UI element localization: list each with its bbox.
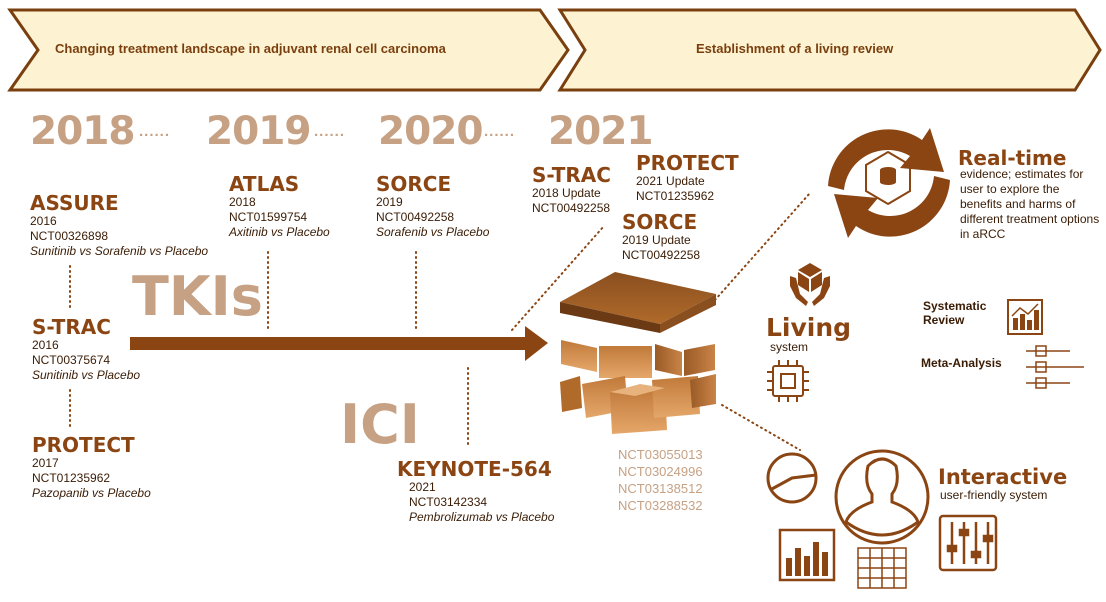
user-avatar-icon: [834, 449, 930, 545]
interactive-title: Interactive: [938, 465, 1068, 489]
year-2018: 2018: [30, 109, 136, 154]
nct-item: NCT03024996: [618, 464, 703, 479]
trial-nct: NCT01599754: [229, 210, 308, 224]
trial-nct: NCT00492258: [622, 248, 701, 262]
evidence-cube-icon: [560, 272, 716, 434]
living-chip-icon: [767, 360, 809, 402]
trial-nct: NCT01235962: [32, 471, 111, 485]
trial-strac-2016: S-TRAC 2016 NCT00375674 Sunitinib vs Pla…: [32, 316, 140, 383]
trial-name: PROTECT: [32, 433, 135, 457]
living-sub: system: [770, 340, 809, 354]
nct-item: NCT03288532: [618, 498, 703, 513]
meta-analysis-icon: [1026, 345, 1084, 389]
year-2019: 2019: [206, 109, 312, 154]
right-banner-chevron: [557, 8, 1102, 92]
trial-nct: NCT01235962: [636, 189, 715, 203]
trial-nct: NCT00375674: [32, 353, 111, 367]
trial-year: 2016: [30, 214, 57, 228]
trial-name: S-TRAC: [32, 315, 111, 339]
left-banner-chevron: [7, 8, 570, 92]
trial-arms: Axitinib vs Placebo: [229, 225, 330, 239]
trial-arms: Sunitinib vs Sorafenib vs Placebo: [30, 244, 209, 258]
trial-year: 2018: [229, 195, 256, 209]
trial-sorce-2019-update: SORCE 2019 Update NCT00492258: [622, 211, 700, 263]
bar-chart-icon: [778, 528, 836, 582]
trial-name: SORCE: [622, 210, 698, 234]
living-hands-box-icon: [790, 263, 830, 306]
systematic-review-label: Systematic Review: [923, 299, 987, 327]
sliders-icon: [938, 514, 998, 572]
left-banner-title: Changing treatment landscape in adjuvant…: [55, 41, 446, 56]
trial-nct: NCT00492258: [376, 210, 455, 224]
trial-nct: NCT00326898: [30, 229, 109, 243]
trial-nct: NCT00492258: [532, 201, 611, 215]
trial-name: KEYNOTE-564: [397, 457, 552, 481]
dotted-connectors: [69, 192, 811, 451]
trial-name: ATLAS: [229, 172, 300, 196]
trial-update: 2019 Update: [622, 233, 691, 247]
ici-label: ICI: [340, 393, 420, 456]
nct-item: NCT03138512: [618, 481, 703, 496]
trial-arms: Pazopanib vs Placebo: [32, 486, 151, 500]
year-separator: ......: [139, 123, 171, 140]
clock-icon: [766, 452, 818, 504]
realtime-title: Real-time: [958, 146, 1067, 170]
trial-keynote-564: KEYNOTE-564 2021 NCT03142334 Pembrolizum…: [397, 458, 554, 525]
trial-assure: ASSURE 2016 NCT00326898 Sunitinib vs Sor…: [30, 192, 208, 259]
meta-analysis-label: Meta-Analysis: [921, 356, 1002, 370]
trial-protect-2021-update: PROTECT 2021 Update NCT01235962: [636, 152, 739, 204]
trial-year: 2019: [376, 195, 403, 209]
trial-arms: Pembrolizumab vs Placebo: [409, 510, 555, 524]
year-2020: 2020: [378, 109, 484, 154]
trial-strac-2018-update: S-TRAC 2018 Update NCT00492258: [532, 164, 611, 216]
trial-name: S-TRAC: [532, 163, 611, 187]
timeline-arrow-head: [525, 326, 548, 361]
year-separator: ......: [484, 123, 516, 140]
timeline-arrow-shaft: [130, 337, 528, 350]
realtime-desc: evidence; estimates for user to explore …: [960, 167, 1100, 241]
trial-update: 2018 Update: [532, 186, 601, 200]
living-title: Living: [766, 313, 852, 342]
trial-year: 2016: [32, 338, 59, 352]
trial-sorce-2019: SORCE 2019 NCT00492258 Sorafenib vs Plac…: [376, 173, 489, 240]
trial-year: 2021: [409, 480, 436, 494]
trial-arms: Sorafenib vs Placebo: [376, 225, 490, 239]
trial-atlas: ATLAS 2018 NCT01599754 Axitinib vs Place…: [229, 173, 330, 240]
trial-update: 2021 Update: [636, 174, 705, 188]
systematic-review-chart-icon: [1007, 299, 1043, 335]
tki-label: TKIs: [132, 265, 263, 328]
realtime-cycle-icon: [828, 128, 950, 238]
trial-name: PROTECT: [636, 151, 739, 175]
trial-name: SORCE: [376, 172, 452, 196]
ongoing-nct-list: NCT03055013 NCT03024996 NCT03138512 NCT0…: [618, 446, 703, 514]
right-banner-title: Establishment of a living review: [696, 41, 894, 56]
nct-item: NCT03055013: [618, 447, 703, 462]
trial-protect-2017: PROTECT 2017 NCT01235962 Pazopanib vs Pl…: [32, 434, 151, 501]
year-2021: 2021: [548, 109, 654, 154]
trial-year: 2017: [32, 456, 59, 470]
year-separator: ......: [314, 123, 346, 140]
interactive-sub: user-friendly system: [940, 488, 1048, 502]
trial-name: ASSURE: [30, 191, 119, 215]
trial-arms: Sunitinib vs Placebo: [32, 368, 141, 382]
server-grid-icon: [857, 547, 907, 589]
trial-nct: NCT03142334: [409, 495, 488, 509]
